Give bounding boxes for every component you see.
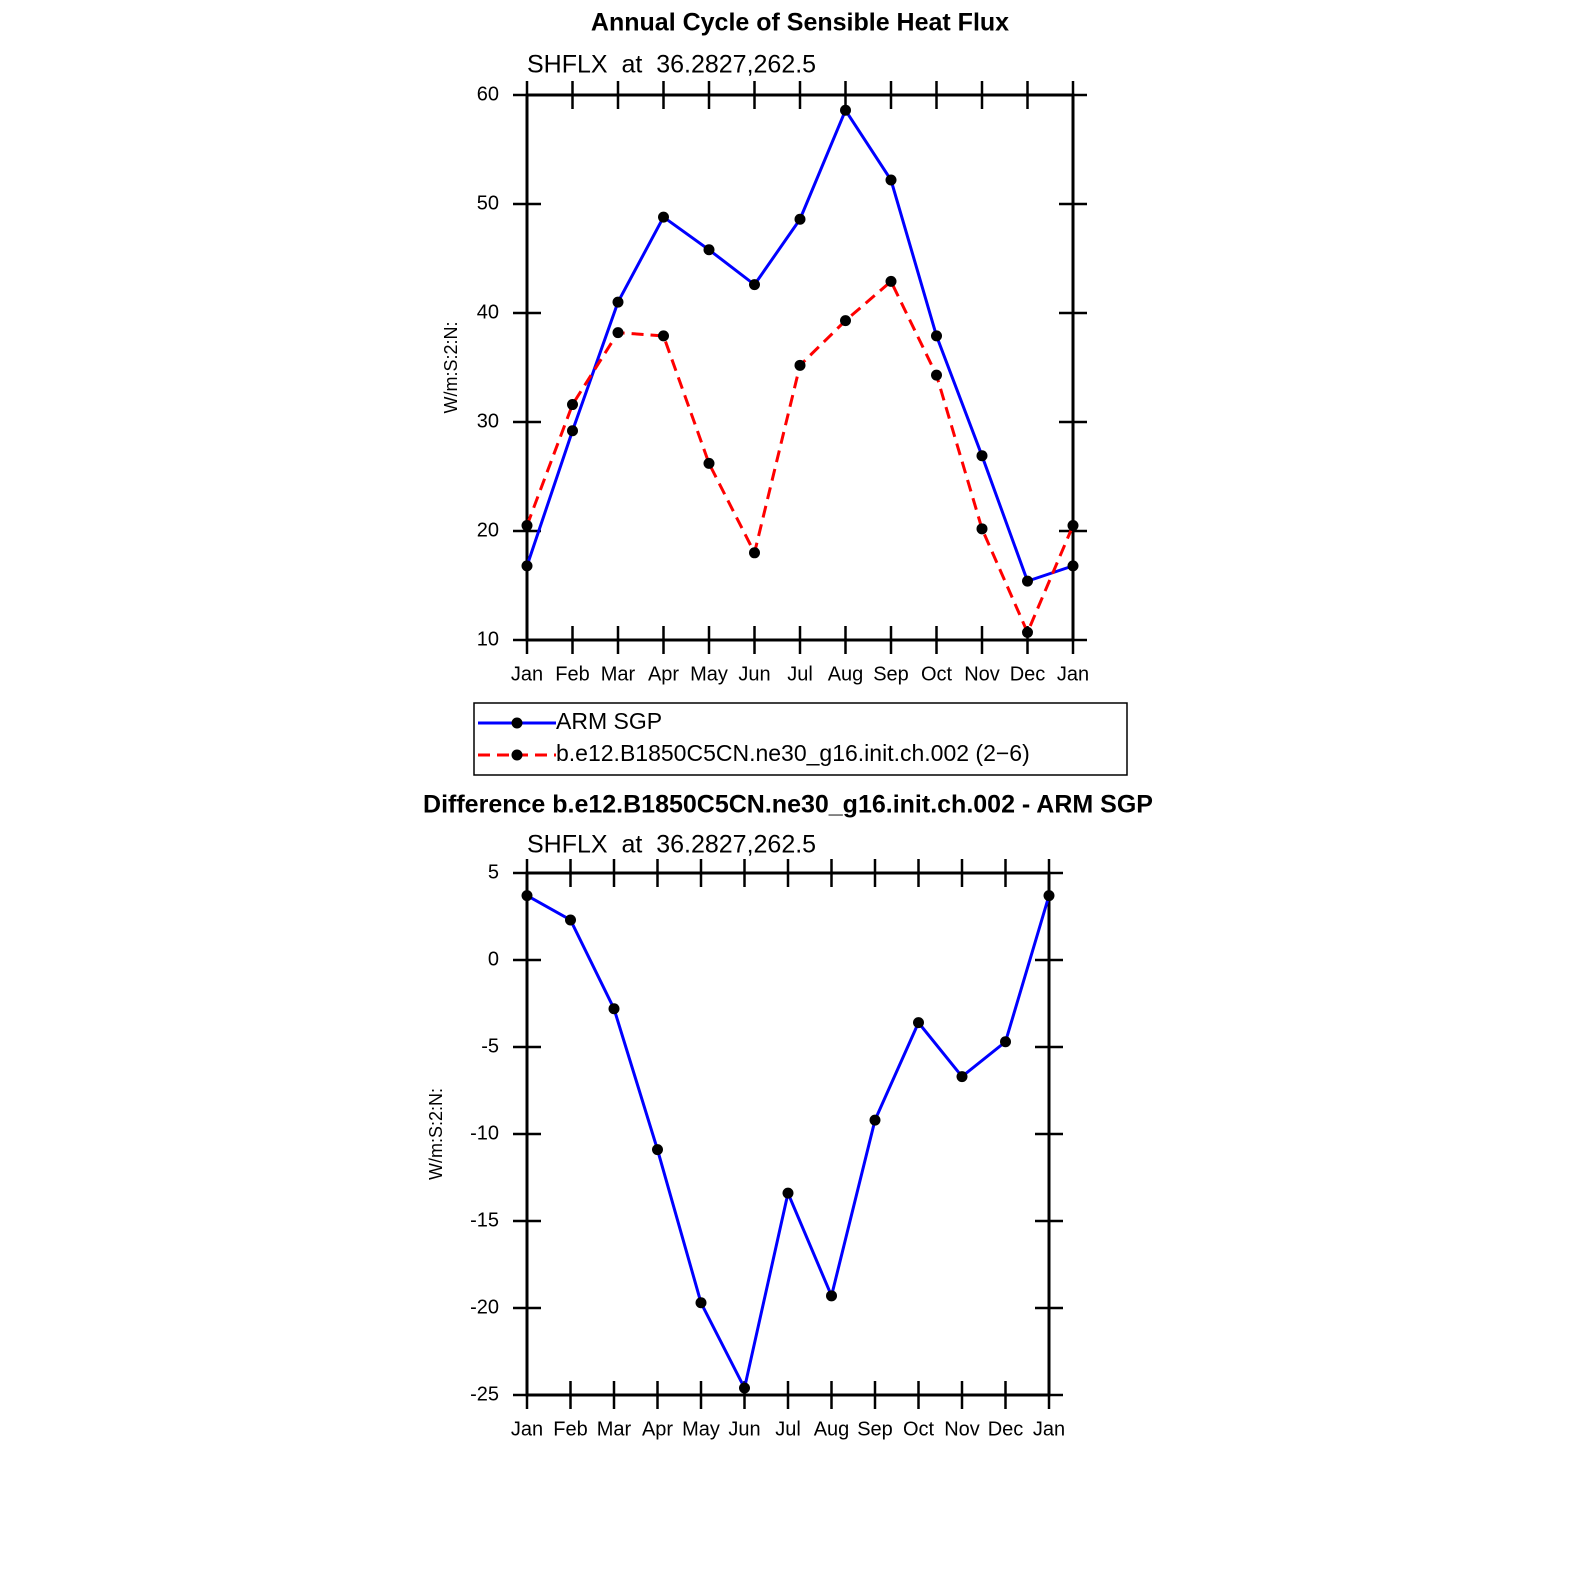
x-tick-label: Jun (738, 663, 770, 685)
data-point (885, 275, 897, 287)
y-tick-label: -5 (481, 1035, 499, 1057)
y-tick-label: 5 (488, 861, 499, 883)
data-point (976, 523, 988, 535)
x-tick-label: Nov (964, 663, 1000, 685)
x-tick-label: Mar (601, 663, 636, 685)
data-point (840, 104, 851, 116)
data-point (749, 279, 760, 291)
y-tick-label: 10 (477, 628, 499, 650)
data-point (703, 244, 715, 256)
x-tick-label: Jun (728, 1418, 760, 1440)
y-axis-label: W/m:S:2:N: (426, 1088, 446, 1180)
x-tick-label: Apr (642, 1418, 673, 1440)
data-point (565, 914, 576, 926)
x-tick-label: Apr (648, 663, 679, 685)
x-tick-label: Jan (511, 1418, 543, 1440)
data-point (826, 1290, 837, 1302)
chart-subtitle: SHFLX at 36.2827,262.5 (527, 831, 816, 859)
data-point (1067, 560, 1079, 572)
legend-label: ARM SGP (556, 708, 662, 734)
data-point (1067, 520, 1079, 532)
y-tick-label: 30 (477, 410, 499, 432)
data-point (931, 369, 942, 381)
x-tick-label: Oct (903, 1418, 935, 1440)
data-point (956, 1071, 968, 1083)
plot-frame (525, 871, 1051, 1397)
data-point (794, 359, 806, 371)
x-tick-label: Dec (988, 1418, 1024, 1440)
x-tick-label: Feb (553, 1418, 587, 1440)
series-line (525, 278, 1075, 637)
series-line (526, 894, 1051, 1393)
x-tick-label: Jan (1033, 1418, 1065, 1440)
data-point (521, 560, 533, 572)
data-point (521, 520, 533, 532)
data-point (567, 399, 578, 411)
legend-box (473, 702, 1128, 776)
data-point (658, 211, 669, 223)
data-point (1022, 626, 1033, 638)
data-point (1043, 890, 1055, 902)
chart-subtitle: SHFLX at 36.2827,262.5 (527, 51, 816, 79)
data-point (869, 1114, 881, 1126)
data-point (931, 330, 942, 342)
x-tick-label: May (682, 1418, 720, 1440)
chart-title: Difference b.e12.B1850C5CN.ne30_g16.init… (423, 791, 1153, 819)
data-point (608, 1003, 620, 1015)
data-point (913, 1017, 924, 1029)
data-point (749, 547, 760, 559)
data-point (703, 457, 715, 469)
chart-title: Annual Cycle of Sensible Heat Flux (591, 9, 1009, 37)
data-point (658, 330, 669, 342)
x-tick-label: Jan (1057, 663, 1089, 685)
y-tick-label: 50 (477, 192, 499, 214)
x-tick-label: Mar (597, 1418, 632, 1440)
x-tick-label: Dec (1010, 663, 1046, 685)
y-tick-label: -10 (470, 1122, 499, 1144)
x-tick-label: Sep (873, 663, 909, 685)
data-point (840, 315, 851, 327)
x-tick-label: Nov (944, 1418, 980, 1440)
x-tick-label: Jan (511, 663, 543, 685)
data-point (612, 296, 624, 308)
x-tick-label: Aug (814, 1418, 850, 1440)
data-point (782, 1187, 794, 1199)
data-point (885, 174, 897, 186)
data-point (794, 213, 806, 225)
data-point (695, 1297, 707, 1309)
y-tick-label: 40 (477, 301, 499, 323)
x-tick-label: Sep (857, 1418, 893, 1440)
legend-label: b.e12.B1850C5CN.ne30_g16.init.ch.002 (2−… (556, 740, 1030, 766)
x-tick-label: May (690, 663, 728, 685)
legend-marker (511, 717, 523, 729)
legend-marker (511, 749, 523, 761)
y-tick-label: 60 (477, 83, 499, 105)
data-point (976, 450, 988, 462)
data-point (521, 890, 533, 902)
data-point (1000, 1036, 1011, 1048)
data-point (739, 1382, 750, 1394)
x-tick-label: Jul (787, 663, 813, 685)
y-tick-label: 20 (477, 519, 499, 541)
y-tick-label: -25 (470, 1383, 499, 1405)
x-tick-label: Jul (775, 1418, 801, 1440)
y-axis-label: W/m:S:2:N: (441, 321, 461, 413)
y-tick-label: 0 (488, 948, 499, 970)
y-tick-label: -15 (470, 1209, 499, 1231)
y-tick-label: -20 (470, 1296, 499, 1318)
x-tick-label: Feb (555, 663, 589, 685)
x-tick-label: Aug (828, 663, 864, 685)
data-point (612, 327, 624, 339)
data-point (652, 1144, 663, 1156)
data-point (567, 425, 578, 437)
x-tick-label: Oct (921, 663, 953, 685)
data-point (1022, 575, 1033, 587)
